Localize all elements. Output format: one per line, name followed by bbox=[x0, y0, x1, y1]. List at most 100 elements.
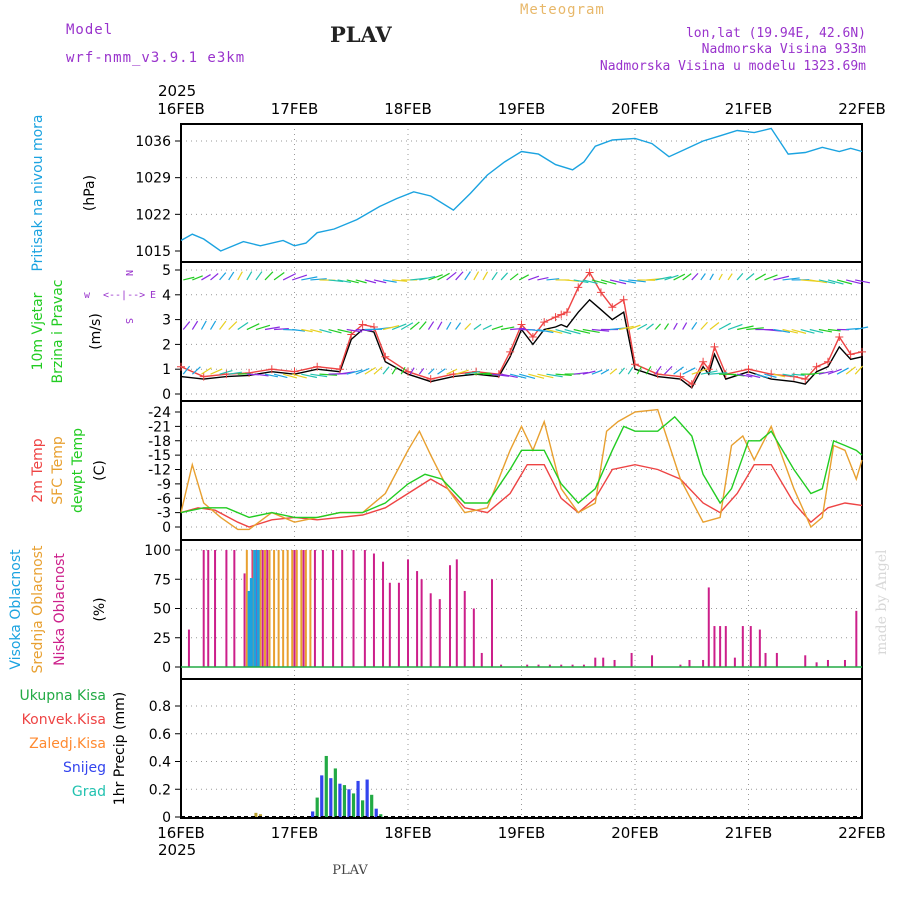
wind-arrow bbox=[537, 373, 554, 379]
time-tick-bottom: 21FEB bbox=[725, 824, 772, 842]
y-tick-label-precip: 0.6 bbox=[149, 727, 171, 743]
time-tick-top: 20FEB bbox=[611, 100, 658, 118]
wind-arrow bbox=[400, 366, 406, 375]
cloud-bar-mid bbox=[295, 550, 298, 667]
cloud-bar-low bbox=[438, 599, 441, 667]
wind-arrow bbox=[709, 372, 728, 375]
cloud-bar-low bbox=[429, 593, 432, 667]
cloud-bar-low bbox=[490, 579, 493, 667]
wind-arrow bbox=[418, 321, 427, 330]
series-pritisak-na-nivou-mora bbox=[180, 127, 863, 252]
wind-compass: N w E S <--|--> bbox=[84, 270, 156, 324]
wind-arrow bbox=[355, 279, 367, 284]
wind-arrow bbox=[682, 322, 688, 330]
panel-ylabel-clouds: (%) bbox=[92, 597, 108, 621]
compass-n: N bbox=[123, 270, 134, 276]
wind-arrow bbox=[246, 323, 260, 331]
wind-arrow bbox=[645, 323, 654, 330]
wind-arrow bbox=[645, 366, 652, 375]
y-tick-label-precip: 0.2 bbox=[149, 782, 171, 798]
panel-ylabel-pressure: Pritisak na nivou mora bbox=[30, 114, 46, 271]
cloud-bar-low bbox=[341, 550, 344, 667]
wind-arrow bbox=[600, 279, 617, 285]
wind-arrow bbox=[346, 369, 363, 375]
wind-arrow bbox=[537, 328, 554, 334]
gust-marker bbox=[858, 347, 866, 356]
wind-arrow bbox=[591, 369, 603, 375]
precip-bar bbox=[379, 814, 383, 817]
gust-marker bbox=[245, 368, 254, 377]
time-tick-bottom: 20FEB bbox=[611, 824, 658, 842]
wind-arrow bbox=[328, 279, 344, 283]
wind-arrow bbox=[301, 328, 313, 333]
panel-ylabel-clouds: Visoka Oblacnost bbox=[8, 549, 24, 670]
precip-bar-other bbox=[254, 812, 258, 817]
precip-legend-item: Zaledj.Kisa bbox=[29, 736, 106, 752]
y-tick-label-wind: 3 bbox=[162, 313, 171, 329]
precip-bar bbox=[374, 808, 378, 817]
wind-arrow bbox=[200, 320, 207, 330]
cloud-bar-low bbox=[741, 626, 744, 667]
wind-arrow bbox=[700, 321, 708, 330]
wind-arrow bbox=[682, 367, 696, 375]
wind-arrow bbox=[791, 328, 807, 334]
wind-arrow bbox=[310, 328, 323, 333]
cloud-bar-low bbox=[758, 629, 761, 667]
wind-arrow bbox=[737, 373, 753, 378]
wind-arrow bbox=[673, 366, 684, 375]
wind-arrow bbox=[228, 321, 238, 330]
gust-marker bbox=[404, 367, 412, 376]
y-tick-label-temperature: -12 bbox=[148, 463, 171, 479]
panel-ylabel-temperature: (C) bbox=[92, 460, 108, 481]
wind-arrow bbox=[609, 368, 618, 375]
wind-arrow bbox=[182, 321, 191, 330]
time-tick-bottom: 18FEB bbox=[384, 824, 431, 842]
y-tick-label-wind: 5 bbox=[162, 263, 171, 279]
footer-station: PLAV bbox=[332, 863, 368, 878]
wind-arrow bbox=[391, 323, 407, 331]
wind-arrow bbox=[609, 279, 627, 285]
wind-arrow bbox=[255, 271, 263, 281]
wind-arrow bbox=[664, 365, 673, 375]
panel-ylabel-temperature: 2m Temp bbox=[30, 438, 46, 502]
credit-watermark: made by Angel bbox=[874, 549, 890, 655]
cloud-bar-low bbox=[261, 550, 264, 667]
precip-legend-item: Ukupna Kisa bbox=[19, 688, 106, 704]
wind-arrow bbox=[201, 367, 212, 375]
wind-arrow bbox=[446, 321, 452, 330]
wind-arrow bbox=[419, 275, 436, 281]
cloud-bar-low bbox=[187, 629, 190, 667]
wind-arrow bbox=[582, 370, 596, 375]
gust-marker bbox=[596, 288, 605, 297]
cloud-bar-low bbox=[582, 664, 585, 667]
wind-arrow bbox=[700, 273, 706, 281]
y-tick-label-temperature: -18 bbox=[148, 434, 171, 450]
y-tick-label-temperature: -24 bbox=[148, 405, 171, 421]
wind-arrow bbox=[319, 328, 332, 334]
cloud-bar-low bbox=[233, 550, 236, 667]
wind-arrow bbox=[737, 325, 754, 331]
wind-arrow bbox=[591, 328, 610, 332]
y-tick-label-wind: 0 bbox=[162, 387, 171, 403]
wind-arrow bbox=[310, 373, 328, 378]
cloud-bar-mid bbox=[259, 550, 262, 667]
y-tick-label-precip: 0.4 bbox=[149, 755, 171, 771]
gust-marker bbox=[358, 320, 367, 329]
wind-arrow bbox=[382, 279, 397, 283]
wind-arrow bbox=[628, 279, 646, 283]
wind-arrow bbox=[600, 369, 610, 375]
time-tick-top: 19FEB bbox=[498, 100, 545, 118]
cloud-bar-low bbox=[382, 561, 385, 667]
time-tick-top: 17FEB bbox=[271, 100, 318, 118]
wind-arrow bbox=[455, 322, 462, 330]
cloud-bar-low bbox=[749, 626, 752, 667]
wind-arrow bbox=[728, 373, 745, 377]
cloud-bar-low bbox=[826, 659, 829, 667]
time-tick-bottom: 22FEB bbox=[838, 824, 885, 842]
wind-arrow bbox=[482, 271, 489, 281]
y-tick-label-wind: 2 bbox=[162, 337, 171, 353]
wind-arrow bbox=[464, 370, 480, 375]
wind-arrow bbox=[373, 279, 387, 284]
wind-arrow bbox=[519, 373, 536, 380]
model-name: wrf-nmm_v3.9.1 e3km bbox=[66, 50, 245, 66]
